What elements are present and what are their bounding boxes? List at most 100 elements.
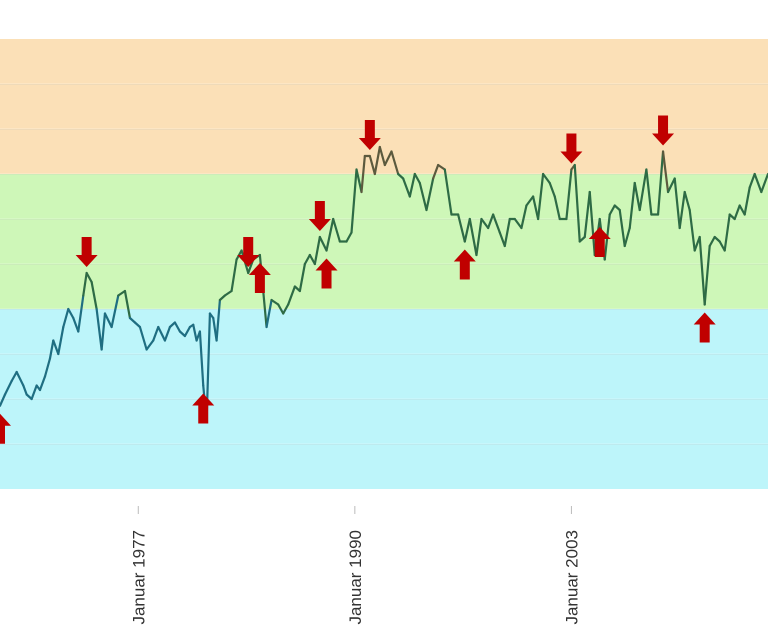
series-segment bbox=[277, 303, 285, 315]
series-segment bbox=[608, 204, 616, 216]
series-segment bbox=[265, 298, 273, 329]
series-segment bbox=[123, 289, 132, 320]
series-segment bbox=[157, 325, 167, 342]
series-segment bbox=[628, 181, 636, 230]
series-segment bbox=[753, 172, 763, 194]
x-tick-label: Januar 1990 bbox=[346, 530, 365, 625]
series-segment bbox=[282, 303, 290, 315]
sell-arrow-icon bbox=[358, 120, 381, 150]
series-segment bbox=[313, 235, 321, 266]
series-segment bbox=[198, 330, 205, 387]
series-segment bbox=[432, 163, 440, 180]
series-segment bbox=[463, 217, 471, 243]
band-0 bbox=[0, 309, 768, 489]
series-segment bbox=[513, 217, 523, 230]
series-segment bbox=[0, 393, 7, 407]
sell-arrow-icon bbox=[652, 115, 675, 146]
buy-arrow-icon bbox=[693, 312, 716, 343]
series-segment bbox=[218, 294, 227, 302]
series-segment bbox=[583, 190, 591, 239]
series-segment bbox=[3, 379, 13, 396]
series-segment bbox=[688, 208, 696, 252]
series-segment bbox=[30, 384, 38, 401]
series-segment bbox=[67, 307, 75, 320]
buy-arrow-icon bbox=[0, 413, 11, 444]
series-segment bbox=[368, 154, 376, 176]
series-segment bbox=[480, 217, 490, 230]
series-segment bbox=[215, 298, 222, 342]
series-segment bbox=[683, 190, 691, 212]
buy-arrow-icon bbox=[588, 227, 611, 257]
series-segment bbox=[425, 177, 435, 212]
series-segment bbox=[22, 384, 28, 396]
series-segment bbox=[77, 294, 85, 333]
series-segment bbox=[72, 316, 80, 333]
series-segment bbox=[748, 172, 756, 189]
series-segment bbox=[645, 168, 653, 216]
series-segment bbox=[743, 186, 751, 216]
series-segment bbox=[536, 172, 545, 221]
series-segment bbox=[318, 235, 328, 252]
series-segment bbox=[82, 271, 88, 297]
series-segment bbox=[378, 145, 386, 167]
series-segment bbox=[548, 181, 556, 198]
series-segment bbox=[418, 181, 428, 212]
sell-arrow-icon bbox=[75, 237, 98, 267]
buy-arrow-icon bbox=[453, 249, 476, 280]
series-segment bbox=[350, 168, 358, 234]
series-segment bbox=[38, 375, 47, 392]
series-segment bbox=[163, 325, 172, 342]
series-segment bbox=[303, 253, 311, 266]
series-segment bbox=[138, 325, 148, 351]
sell-arrow-icon bbox=[308, 201, 331, 231]
series-segment bbox=[325, 217, 335, 252]
series-segment bbox=[503, 217, 511, 248]
series-segment bbox=[62, 307, 70, 329]
series-segment bbox=[173, 321, 182, 333]
series-segment bbox=[678, 190, 686, 230]
series-segment bbox=[408, 172, 416, 198]
series-segment bbox=[383, 150, 393, 167]
series-segment bbox=[128, 316, 137, 324]
series-segment bbox=[487, 213, 495, 230]
x-axis: Januar 1977 Januar 1990 Januar 2003 bbox=[129, 506, 581, 625]
series-segment bbox=[10, 370, 18, 383]
series-segment bbox=[703, 244, 711, 306]
series-segment bbox=[95, 307, 103, 351]
series-segment bbox=[48, 339, 55, 360]
series-segment bbox=[698, 235, 706, 306]
series-segment bbox=[666, 177, 676, 194]
band-1 bbox=[0, 174, 768, 309]
series-segment bbox=[100, 312, 107, 351]
series-segment bbox=[117, 289, 127, 297]
series-segment bbox=[413, 172, 421, 185]
buy-arrow-icon bbox=[192, 393, 215, 424]
series-segment bbox=[145, 339, 155, 351]
series-segment bbox=[183, 325, 192, 338]
series-segment bbox=[525, 195, 535, 207]
series-segment bbox=[230, 258, 238, 293]
series-segment bbox=[573, 163, 581, 243]
series-segment bbox=[553, 195, 561, 221]
buy-arrow-icon bbox=[315, 258, 338, 289]
signal-markers bbox=[0, 115, 716, 444]
series-segment bbox=[355, 168, 363, 194]
series-segment bbox=[287, 285, 296, 306]
series-segment bbox=[532, 195, 540, 221]
series-segment bbox=[397, 172, 405, 180]
series-segment bbox=[390, 150, 400, 176]
series-segment bbox=[192, 323, 198, 342]
series-segment bbox=[565, 168, 573, 221]
series-segment bbox=[402, 177, 411, 198]
series-segment bbox=[733, 204, 741, 221]
series-segment bbox=[578, 235, 586, 243]
gridlines bbox=[0, 83, 768, 445]
series-segment bbox=[360, 154, 366, 194]
buy-arrow-icon bbox=[248, 263, 271, 293]
series-segment bbox=[152, 325, 160, 342]
background-bands bbox=[0, 39, 768, 489]
series-segment bbox=[492, 213, 501, 234]
series-segment bbox=[618, 208, 626, 248]
series-segment bbox=[437, 163, 446, 171]
